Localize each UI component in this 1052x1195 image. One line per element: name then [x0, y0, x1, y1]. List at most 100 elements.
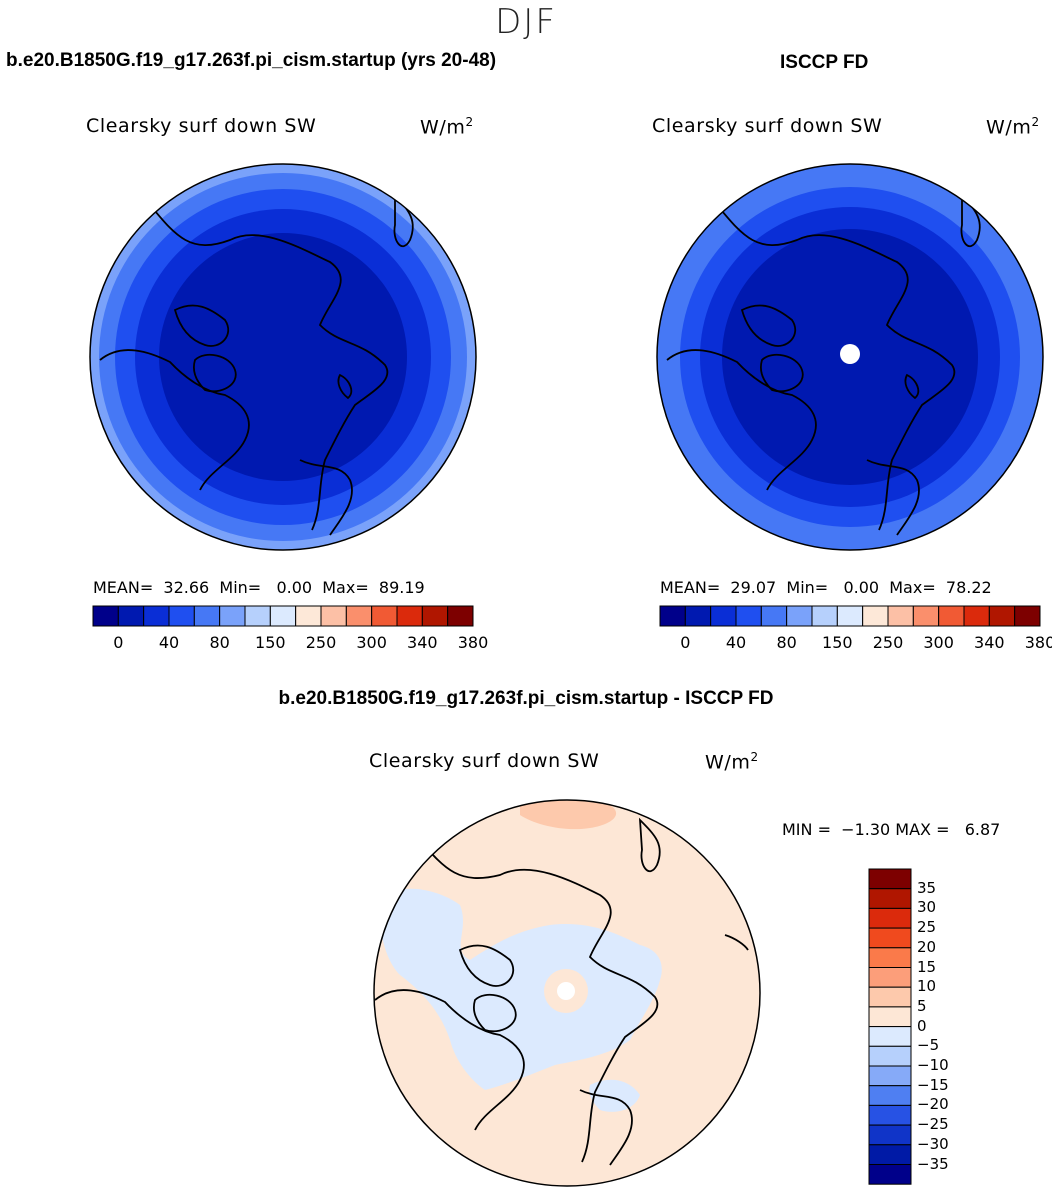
colorbar-tick-label: 80 — [209, 633, 230, 652]
obs-colorbar — [659, 605, 1041, 627]
colorbar-swatch — [168, 605, 195, 627]
colorbar-swatch — [868, 1065, 912, 1087]
colorbar-tick-label: −30 — [917, 1134, 949, 1153]
colorbar-swatch — [868, 1104, 912, 1126]
colorbar-tick-label: 35 — [917, 878, 937, 897]
colorbar-swatch — [868, 967, 912, 988]
colorbar-tick-label: 15 — [917, 957, 937, 976]
colorbar-swatch — [868, 1085, 912, 1106]
colorbar-swatch — [345, 605, 373, 627]
colorbar-swatch — [868, 868, 912, 890]
obs-map-border — [656, 163, 1044, 551]
colorbar-tick-label: 340 — [974, 633, 1005, 652]
diff-map-border — [373, 799, 761, 1187]
colorbar-tick-label: 40 — [158, 633, 180, 652]
colorbar-tick-label: 380 — [1024, 633, 1052, 652]
colorbar-swatch — [320, 605, 347, 627]
model-units-label: W/m2 — [420, 115, 474, 139]
obs-coastlines — [666, 192, 981, 536]
colorbar-tick-label: 150 — [822, 633, 853, 652]
obs-variable-label: Clearsky surf down SW — [652, 115, 883, 137]
colorbar-swatch — [117, 605, 145, 627]
colorbar-swatch — [868, 907, 912, 929]
obs-units-label: W/m2 — [986, 115, 1040, 139]
colorbar-swatch — [396, 605, 423, 627]
model-coastlines — [99, 192, 414, 536]
colorbar-swatch — [868, 1045, 912, 1067]
colorbar-swatch — [988, 605, 1016, 627]
colorbar-swatch — [684, 605, 712, 627]
model-colorbar — [92, 605, 474, 627]
season-title: DJF — [495, 2, 557, 42]
colorbar-tick-label: −5 — [917, 1036, 940, 1055]
obs-pole-hole — [840, 344, 860, 364]
obs-case-title: ISCCP FD — [780, 52, 869, 73]
diff-units-label: W/m2 — [705, 750, 759, 774]
colorbar-tick-label: 300 — [356, 633, 387, 652]
diff-pole-hole — [557, 982, 575, 1000]
diff-variable-label: Clearsky surf down SW — [369, 750, 600, 772]
diff-case-title: b.e20.B1850G.f19_g17.263f.pi_cism.startu… — [278, 688, 774, 709]
colorbar-swatch — [193, 605, 221, 627]
obs-polar-map — [656, 163, 1044, 551]
colorbar-swatch — [868, 1026, 912, 1047]
colorbar-swatch — [938, 605, 965, 627]
colorbar-swatch — [868, 1124, 912, 1146]
colorbar-swatch — [371, 605, 398, 627]
colorbar-tick-label: 340 — [407, 633, 438, 652]
diff-positive-region — [520, 800, 617, 830]
colorbar-swatch — [269, 605, 297, 627]
model-stats: MEAN= 32.66 Min= 0.00 Max= 89.19 — [93, 578, 425, 597]
colorbar-tick-label: 380 — [457, 633, 489, 652]
colorbar-swatch — [1014, 605, 1041, 627]
colorbar-tick-label: −10 — [917, 1056, 949, 1074]
colorbar-tick-label: 0 — [680, 633, 691, 652]
model-variable-label: Clearsky surf down SW — [86, 115, 317, 137]
colorbar-swatch — [868, 947, 912, 968]
colorbar-tick-label: −25 — [917, 1115, 949, 1134]
colorbar-tick-label: 5 — [917, 996, 927, 1015]
obs-stats: MEAN= 29.07 Min= 0.00 Max= 78.22 — [660, 578, 992, 597]
colorbar-swatch — [735, 605, 762, 627]
diff-colorbar — [868, 868, 912, 1185]
colorbar-swatch — [710, 605, 737, 627]
colorbar-tick-label: 150 — [255, 633, 286, 652]
colorbar-swatch — [811, 605, 838, 627]
colorbar-tick-label: 10 — [917, 977, 937, 996]
model-case-title: b.e20.B1850G.f19_g17.263f.pi_cism.startu… — [6, 50, 497, 71]
colorbar-swatch — [868, 986, 912, 1008]
colorbar-swatch — [868, 1006, 912, 1028]
colorbar-swatch — [868, 888, 912, 909]
colorbar-tick-label: 20 — [917, 937, 937, 956]
colorbar-tick-label: −15 — [917, 1075, 949, 1094]
colorbar-swatch — [421, 605, 449, 627]
colorbar-swatch — [447, 605, 474, 627]
colorbar-tick-label: −35 — [917, 1154, 949, 1173]
colorbar-swatch — [92, 605, 119, 627]
colorbar-tick-label: 300 — [923, 633, 954, 652]
colorbar-tick-label: 25 — [917, 918, 937, 937]
diff-stats: MIN = −1.30 MAX = 6.87 — [782, 820, 1001, 839]
colorbar-swatch — [912, 605, 940, 627]
colorbar-swatch — [868, 1164, 912, 1185]
colorbar-tick-label: 0 — [917, 1016, 927, 1035]
colorbar-tick-label: 250 — [305, 633, 337, 652]
colorbar-swatch — [963, 605, 990, 627]
colorbar-swatch — [786, 605, 813, 627]
colorbar-swatch — [868, 1144, 912, 1166]
colorbar-swatch — [143, 605, 170, 627]
diff-polar-map — [373, 799, 761, 1187]
model-map-border — [89, 163, 477, 551]
colorbar-tick-label: 0 — [113, 633, 124, 652]
colorbar-tick-label: 40 — [725, 633, 747, 652]
colorbar-swatch — [760, 605, 788, 627]
colorbar-swatch — [219, 605, 246, 627]
colorbar-swatch — [836, 605, 864, 627]
diff-coastlines — [374, 817, 749, 1166]
model-ring-inner — [159, 233, 407, 481]
colorbar-tick-label: 250 — [872, 633, 904, 652]
colorbar-swatch — [244, 605, 271, 627]
colorbar-swatch — [862, 605, 889, 627]
colorbar-tick-label: −20 — [917, 1095, 949, 1114]
